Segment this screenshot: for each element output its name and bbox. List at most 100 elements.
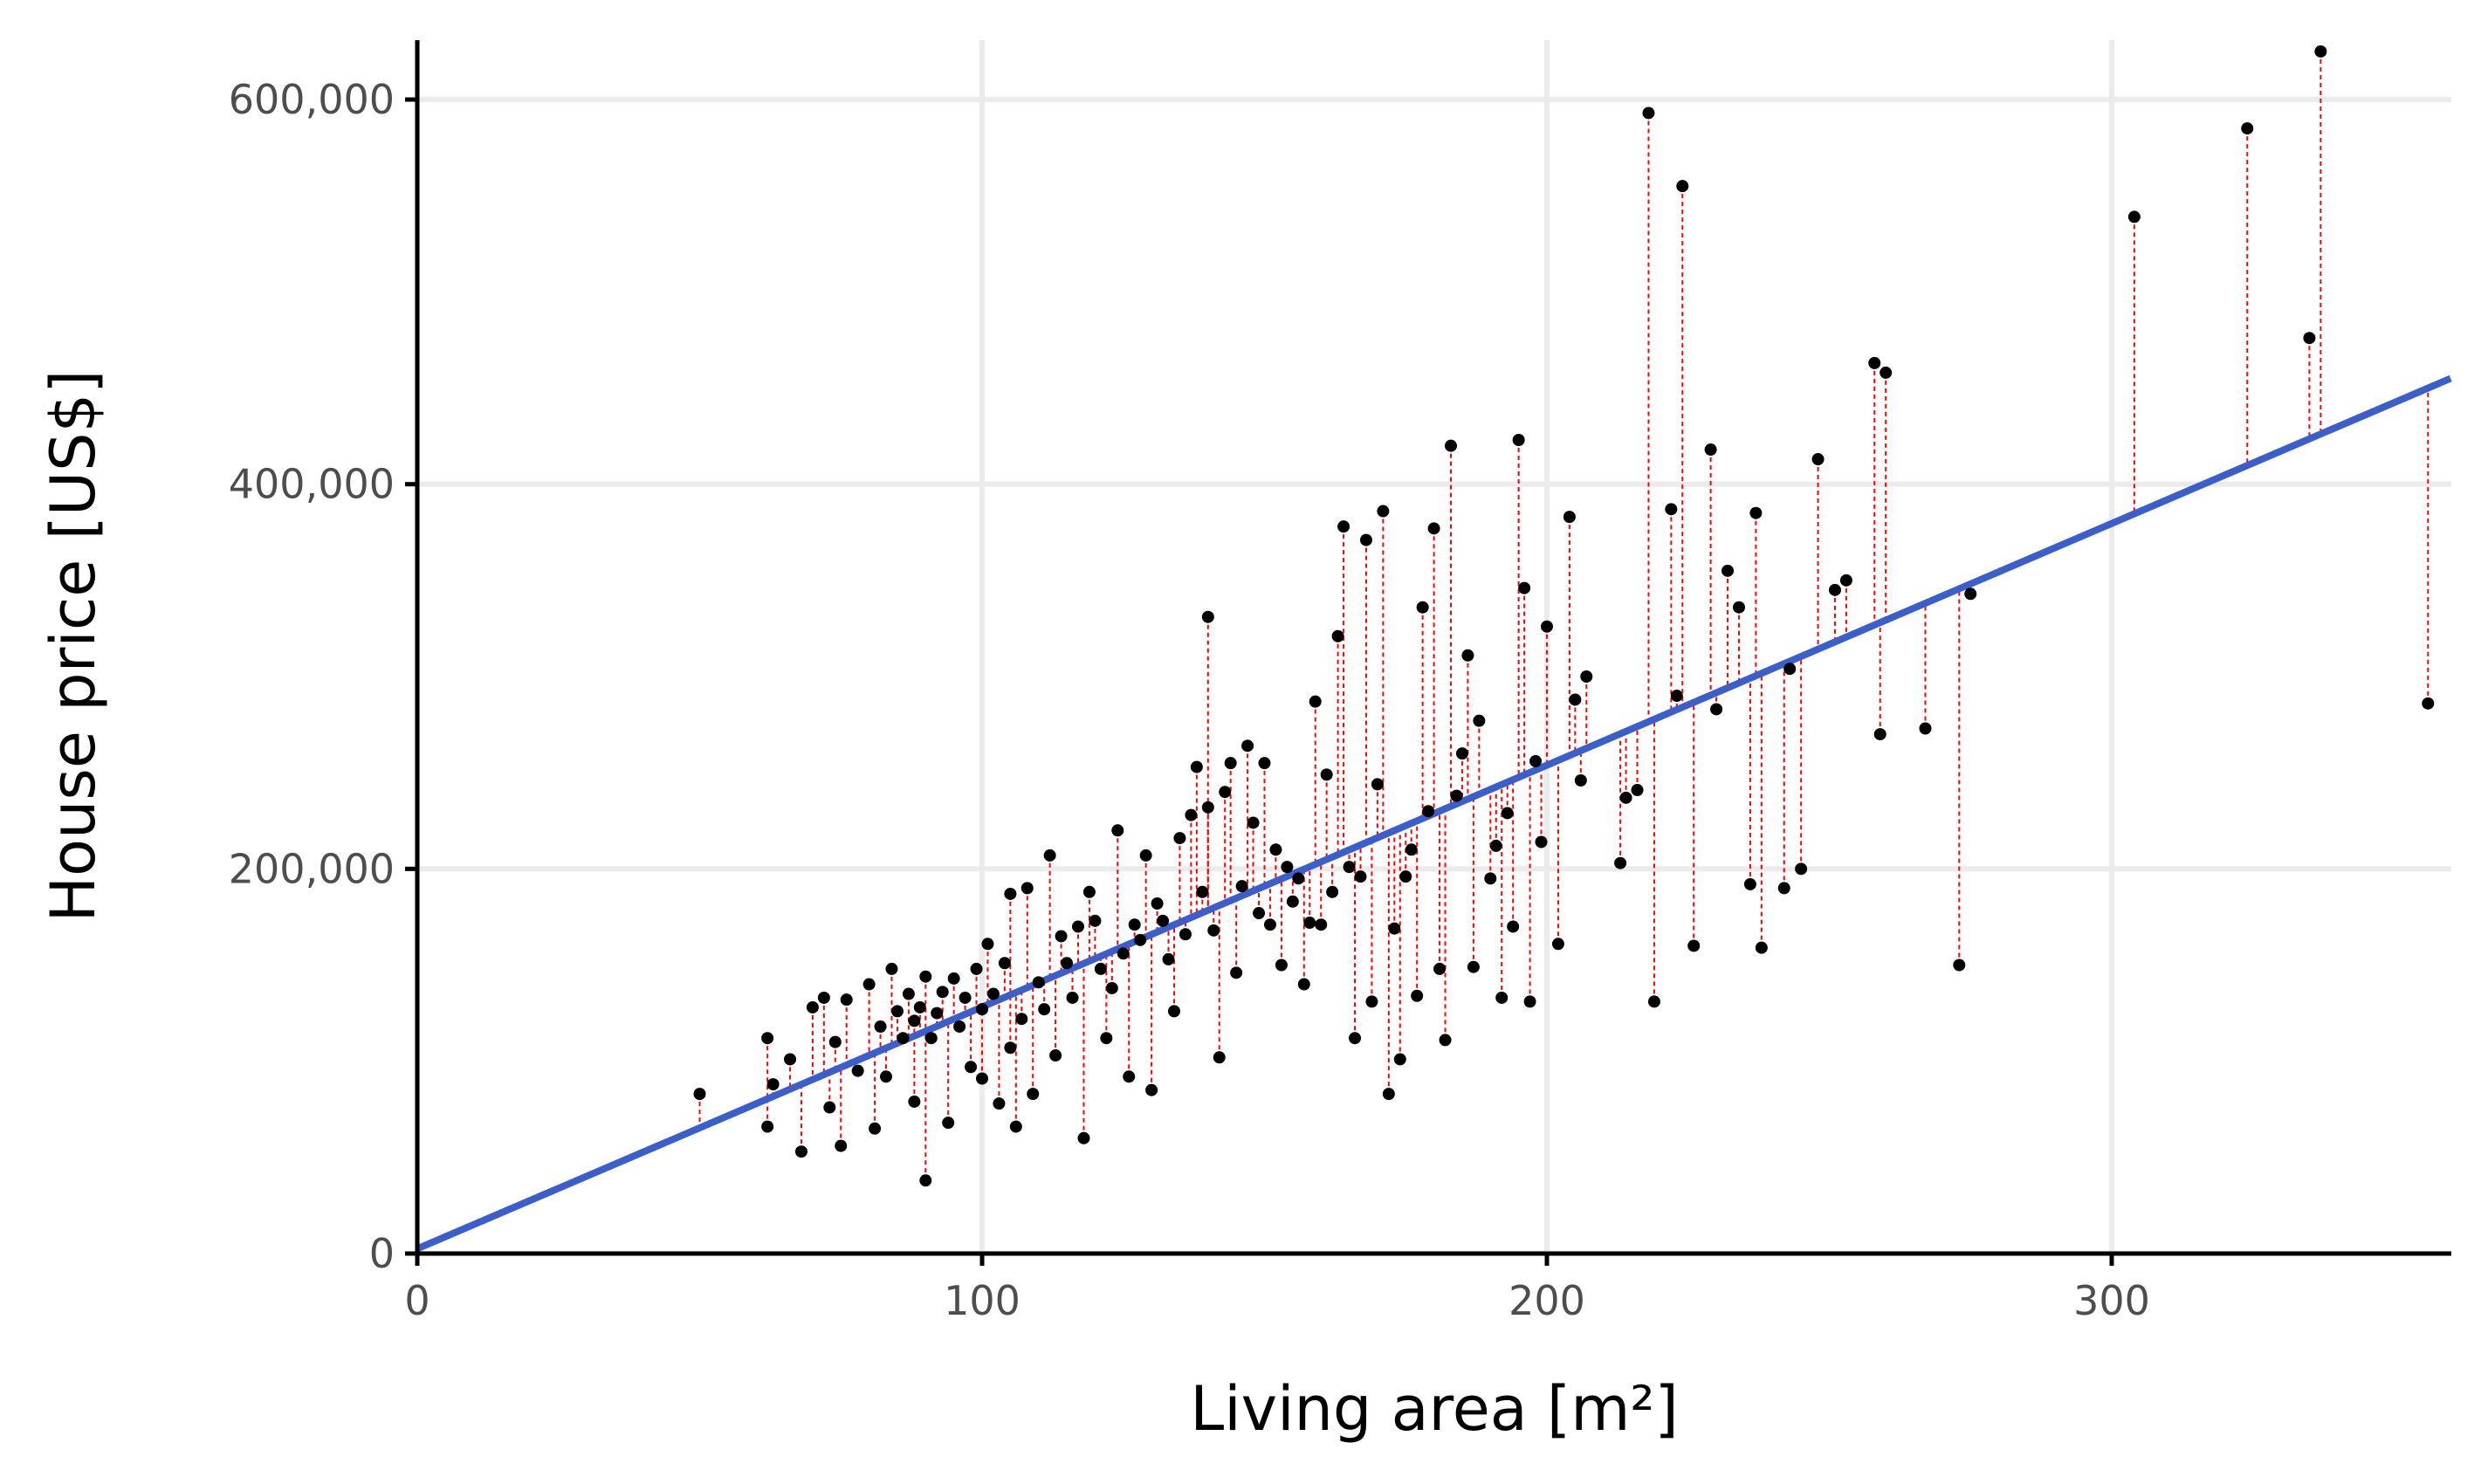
- data-point: [1224, 757, 1237, 770]
- tick-labels: 0 100 200 300 0 200,000 400,000 600,000: [229, 76, 2150, 1324]
- data-point: [1309, 695, 1322, 708]
- y-tick-label: 0: [369, 1230, 395, 1277]
- data-point: [902, 987, 915, 1000]
- data-point: [869, 1122, 882, 1135]
- data-point: [1665, 503, 1678, 516]
- data-point: [1354, 870, 1367, 883]
- data-point: [1445, 439, 1458, 452]
- data-point: [1704, 443, 1717, 457]
- data-point: [1743, 877, 1756, 890]
- x-tick-label: 0: [404, 1277, 430, 1324]
- x-tick-label: 200: [1508, 1277, 1585, 1324]
- data-point: [1292, 872, 1305, 885]
- data-point: [1647, 995, 1660, 1008]
- data-point: [890, 1005, 904, 1018]
- data-point: [1868, 356, 1881, 369]
- data-point: [885, 962, 898, 975]
- data-point: [1134, 933, 1147, 946]
- data-point: [1055, 930, 1068, 943]
- data-point: [1038, 1003, 1051, 1016]
- data-point: [1755, 941, 1768, 954]
- data-point: [1512, 434, 1525, 447]
- data-point: [976, 1072, 988, 1085]
- data-point: [1253, 907, 1266, 920]
- data-point: [1235, 880, 1248, 893]
- data-point: [1676, 180, 1689, 193]
- data-point: [1455, 747, 1468, 760]
- data-point: [1377, 505, 1390, 518]
- data-point: [1269, 843, 1282, 856]
- data-point: [1123, 1070, 1136, 1083]
- data-point: [947, 972, 960, 985]
- residual-lines: [698, 51, 2429, 1181]
- data-point: [959, 991, 972, 1004]
- data-point: [1371, 778, 1384, 791]
- data-point: [1009, 1120, 1022, 1133]
- data-point: [1089, 914, 1102, 927]
- data-point: [1614, 856, 1627, 869]
- data-point: [1393, 1053, 1406, 1066]
- data-point: [1541, 620, 1553, 633]
- data-point: [1320, 768, 1333, 781]
- data-point: [913, 1000, 926, 1013]
- data-point: [880, 1070, 893, 1083]
- data-point: [1574, 773, 1587, 787]
- data-point: [1151, 897, 1164, 910]
- data-point: [936, 986, 949, 999]
- data-point: [1411, 989, 1424, 1002]
- data-point: [1004, 1041, 1017, 1055]
- data-point: [851, 1064, 864, 1077]
- data-point: [1382, 1088, 1395, 1101]
- data-point: [823, 1101, 836, 1114]
- data-point: [1484, 872, 1497, 885]
- data-point: [862, 978, 876, 991]
- data-point: [2314, 45, 2327, 58]
- data-point: [1619, 791, 1632, 804]
- data-point: [1501, 807, 1514, 820]
- data-point: [1964, 587, 1977, 601]
- data-point: [1529, 754, 1543, 767]
- data-point: [1157, 914, 1170, 927]
- data-point: [1563, 511, 1576, 524]
- data-point: [908, 1095, 921, 1108]
- data-point: [1145, 1083, 1158, 1096]
- data-point: [1207, 924, 1220, 937]
- data-point: [1331, 629, 1344, 642]
- regression-line: [416, 374, 2452, 1253]
- data-point: [1201, 610, 1214, 623]
- data-point: [1777, 882, 1790, 895]
- data-point: [919, 1174, 932, 1187]
- data-point: [919, 970, 932, 983]
- data-point: [766, 1078, 780, 1091]
- data-point: [1365, 995, 1378, 1008]
- data-point: [761, 1120, 774, 1133]
- data-point: [1495, 991, 1508, 1004]
- data-point: [1732, 601, 1745, 614]
- data-point: [1507, 920, 1520, 933]
- data-point: [1467, 960, 1480, 973]
- data-point: [1173, 832, 1186, 845]
- data-point: [1523, 995, 1536, 1008]
- data-point: [1190, 760, 1203, 773]
- data-point: [1111, 824, 1124, 837]
- data-point: [1569, 693, 1582, 706]
- data-point: [965, 1061, 978, 1074]
- data-point: [1179, 928, 1192, 941]
- data-point: [1247, 816, 1260, 829]
- data-point: [784, 1053, 797, 1066]
- data-point: [924, 1032, 938, 1045]
- data-point: [2422, 697, 2435, 710]
- data-point: [897, 1032, 910, 1045]
- data-point: [1263, 918, 1276, 931]
- data-point: [1439, 1034, 1452, 1047]
- data-point: [1315, 918, 1328, 931]
- data-point: [1461, 649, 1474, 662]
- data-point: [1021, 882, 1034, 895]
- data-point: [970, 962, 983, 975]
- data-point: [1094, 962, 1107, 975]
- data-point: [1405, 843, 1418, 856]
- data-point: [1427, 522, 1440, 535]
- data-point: [1213, 1051, 1226, 1064]
- data-point: [1100, 1032, 1113, 1045]
- data-point: [1219, 786, 1232, 799]
